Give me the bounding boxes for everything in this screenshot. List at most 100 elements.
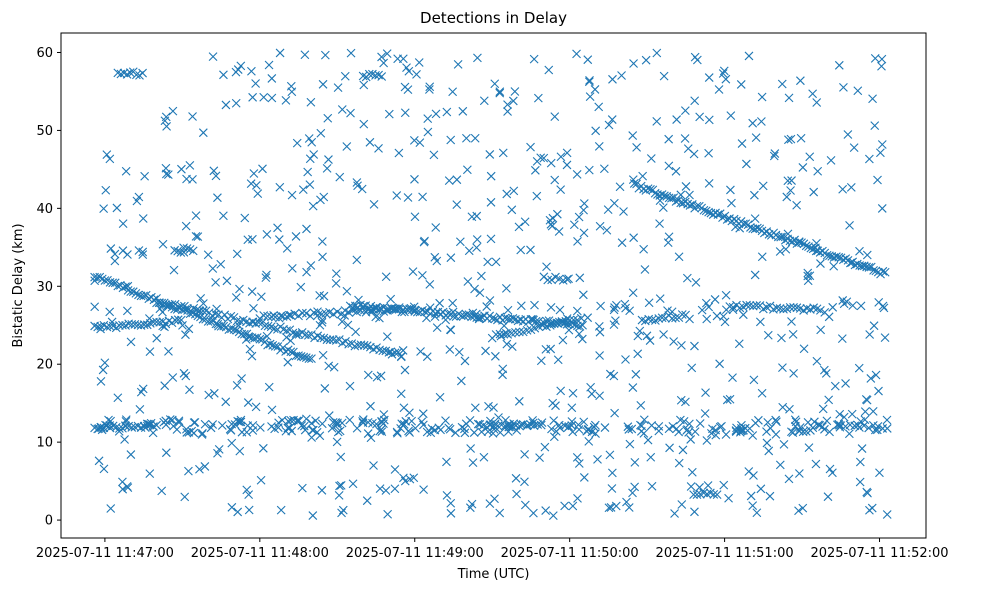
clutter-point (750, 214, 760, 224)
clutter-point (632, 143, 641, 152)
clutter-point (834, 60, 844, 70)
clutter-point (145, 469, 155, 479)
clutter-point (431, 223, 441, 232)
band-point (262, 331, 272, 341)
clutter-point (453, 59, 463, 69)
clutter-point (264, 382, 274, 392)
band-point (372, 419, 381, 429)
clutter-point (486, 234, 496, 244)
clutter-point (181, 330, 190, 340)
clutter-point (674, 458, 684, 468)
clutter-point (138, 250, 148, 259)
clutter-point (536, 356, 546, 366)
clutter-point (222, 276, 232, 286)
track-point (456, 311, 466, 321)
clutter-point (405, 408, 414, 418)
clutter-point (258, 443, 268, 453)
track-point (869, 266, 878, 275)
clutter-point (655, 219, 664, 229)
track-point (746, 223, 755, 232)
clutter-point (374, 144, 383, 153)
clutter-point (324, 411, 334, 420)
clutter-point (579, 228, 589, 238)
clutter-point (529, 508, 538, 518)
chart-title: Detections in Delay (420, 9, 567, 27)
clutter-point (275, 182, 285, 192)
clutter-point (808, 89, 818, 99)
track-point (449, 311, 458, 321)
clutter-point (101, 185, 111, 195)
clutter-point (256, 475, 266, 485)
clutter-point (665, 443, 674, 453)
y-axis-label: Bistatic Delay (km) (11, 223, 26, 347)
clutter-point (193, 232, 203, 242)
track-point (808, 244, 818, 254)
band-point (878, 301, 888, 311)
clutter-point (302, 224, 311, 234)
clutter-point (211, 277, 221, 287)
clutter-point (306, 97, 316, 107)
band-point (393, 428, 402, 438)
clutter-point (96, 377, 106, 386)
track-point (397, 307, 407, 317)
clutter-point (227, 438, 237, 448)
clutter-point (425, 82, 435, 92)
band-point (392, 427, 402, 437)
clutter-point (145, 347, 155, 357)
clutter-point (274, 235, 284, 244)
clutter-point (670, 509, 679, 518)
track-point (188, 246, 198, 256)
clutter-point (472, 235, 482, 244)
clutter-point (110, 249, 120, 259)
track-point (712, 490, 722, 500)
track-point (353, 340, 363, 350)
clutter-point (681, 182, 691, 191)
clutter-point (669, 337, 679, 346)
clutter-point (788, 330, 798, 339)
clutter-point (869, 321, 879, 331)
track-point (701, 206, 711, 216)
clutter-point (724, 493, 733, 503)
clutter-point (491, 257, 501, 267)
band-point (589, 422, 599, 432)
clutter-point (633, 349, 643, 359)
clutter-point (541, 506, 551, 515)
clutter-point (564, 274, 573, 284)
clutter-point (162, 121, 171, 131)
clutter-point (432, 256, 442, 266)
clutter-point (503, 107, 512, 116)
clutter-point (546, 302, 556, 312)
clutter-point (550, 112, 560, 122)
clutter-point (804, 443, 814, 453)
clutter-point (686, 482, 696, 491)
track-point (128, 287, 138, 297)
clutter-point (247, 66, 256, 76)
clutter-point (246, 179, 256, 189)
clutter-point (138, 247, 148, 257)
clutter-point (335, 172, 345, 182)
track-point (459, 311, 469, 321)
band-point (642, 331, 652, 341)
clutter-point (849, 143, 859, 153)
track-point (374, 70, 383, 80)
band-point (636, 420, 645, 430)
clutter-point (126, 337, 136, 347)
track-point (286, 347, 296, 357)
clutter-point (348, 479, 358, 489)
clutter-point (805, 152, 815, 162)
clutter-point (864, 154, 874, 164)
track-point (504, 422, 514, 432)
band-point (198, 428, 207, 438)
clutter-point (855, 246, 864, 256)
clutter-point (99, 464, 109, 474)
clutter-point (757, 388, 767, 398)
clutter-point (630, 457, 640, 467)
track-point (211, 309, 220, 319)
clutter-point (871, 370, 881, 380)
clutter-point (264, 60, 274, 70)
clutter-point (548, 511, 558, 521)
band-point (189, 418, 199, 428)
clutter-point (377, 52, 386, 62)
clutter-point (503, 305, 513, 315)
clutter-point (248, 234, 257, 244)
